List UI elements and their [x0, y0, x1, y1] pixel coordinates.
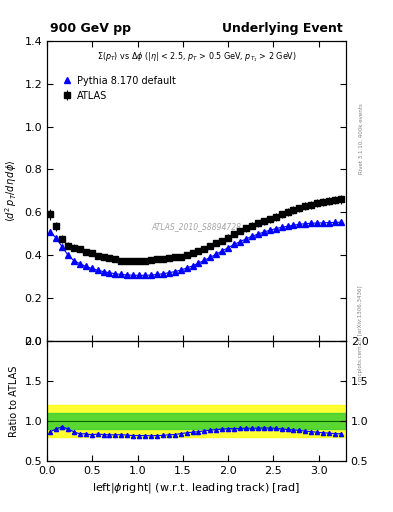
Text: mcplots.cern.ch [arXiv:1306.3436]: mcplots.cern.ch [arXiv:1306.3436] [358, 285, 364, 380]
Pythia 8.170 default [184, 265, 189, 271]
Pythia 8.170 default [167, 270, 171, 276]
Pythia 8.170 default [95, 267, 100, 273]
Pythia 8.170 default [332, 219, 337, 225]
Pythia 8.170 default [315, 220, 320, 226]
Pythia 8.170 default [285, 223, 290, 229]
Pythia 8.170 default [143, 272, 147, 279]
Pythia 8.170 default [137, 272, 141, 279]
Pythia 8.170 default [267, 227, 272, 233]
Pythia 8.170 default [321, 220, 325, 226]
Pythia 8.170 default [202, 257, 207, 263]
Pythia 8.170 default [297, 221, 302, 227]
Pythia 8.170 default [291, 222, 296, 228]
Y-axis label: Ratio to ATLAS: Ratio to ATLAS [9, 365, 19, 437]
Pythia 8.170 default [244, 236, 248, 242]
Bar [47, 405, 346, 437]
Pythia 8.170 default [261, 229, 266, 235]
Text: 900 GeV pp: 900 GeV pp [50, 22, 131, 35]
Pythia 8.170 default [208, 254, 213, 261]
Pythia 8.170 default [214, 251, 219, 257]
Pythia 8.170 default [220, 248, 224, 254]
Text: Underlying Event: Underlying Event [222, 22, 343, 35]
Text: ATLAS_2010_S8894728: ATLAS_2010_S8894728 [151, 222, 242, 231]
Pythia 8.170 default [131, 272, 136, 279]
Pythia 8.170 default [327, 220, 331, 226]
Pythia 8.170 default [339, 219, 343, 225]
Text: Rivet 3.1.10, 400k events: Rivet 3.1.10, 400k events [358, 103, 364, 174]
Pythia 8.170 default [161, 271, 165, 277]
Pythia 8.170 default [72, 258, 76, 264]
Pythia 8.170 default [178, 267, 183, 273]
Pythia 8.170 default [107, 270, 112, 276]
Y-axis label: $\langle d^2\,p_T/d\eta\,d\phi\rangle$: $\langle d^2\,p_T/d\eta\,d\phi\rangle$ [3, 160, 19, 222]
Pythia 8.170 default [196, 260, 201, 266]
Pythia 8.170 default [54, 235, 59, 241]
Legend: Pythia 8.170 default, ATLAS: Pythia 8.170 default, ATLAS [61, 76, 175, 101]
X-axis label: left|$\phi$right| (w.r.t. leading track) [rad]: left|$\phi$right| (w.r.t. leading track)… [92, 481, 301, 495]
Text: $\Sigma(p_T)$ vs $\Delta\phi$ ($|\eta|$ < 2.5, $p_T$ > 0.5 GeV, $p_{T_1}$ > 2 Ge: $\Sigma(p_T)$ vs $\Delta\phi$ ($|\eta|$ … [97, 50, 296, 63]
Pythia 8.170 default [226, 245, 231, 251]
Pythia 8.170 default [101, 269, 106, 275]
Pythia 8.170 default [77, 261, 82, 267]
Pythia 8.170 default [274, 225, 278, 231]
Pythia 8.170 default [309, 220, 314, 226]
Pythia 8.170 default [89, 265, 94, 271]
Line: Pythia 8.170 default: Pythia 8.170 default [48, 220, 344, 278]
Pythia 8.170 default [83, 263, 88, 269]
Pythia 8.170 default [125, 272, 130, 278]
Pythia 8.170 default [255, 231, 260, 237]
Pythia 8.170 default [238, 239, 242, 245]
Pythia 8.170 default [303, 221, 308, 227]
Pythia 8.170 default [154, 271, 159, 278]
Pythia 8.170 default [279, 224, 284, 230]
Pythia 8.170 default [173, 269, 177, 275]
Pythia 8.170 default [66, 252, 70, 258]
Pythia 8.170 default [250, 233, 254, 240]
Pythia 8.170 default [113, 271, 118, 277]
Pythia 8.170 default [149, 272, 153, 278]
Pythia 8.170 default [232, 241, 237, 247]
Pythia 8.170 default [60, 244, 64, 250]
Pythia 8.170 default [190, 263, 195, 269]
Pythia 8.170 default [119, 271, 124, 278]
Bar [47, 413, 346, 429]
Pythia 8.170 default [48, 228, 53, 234]
